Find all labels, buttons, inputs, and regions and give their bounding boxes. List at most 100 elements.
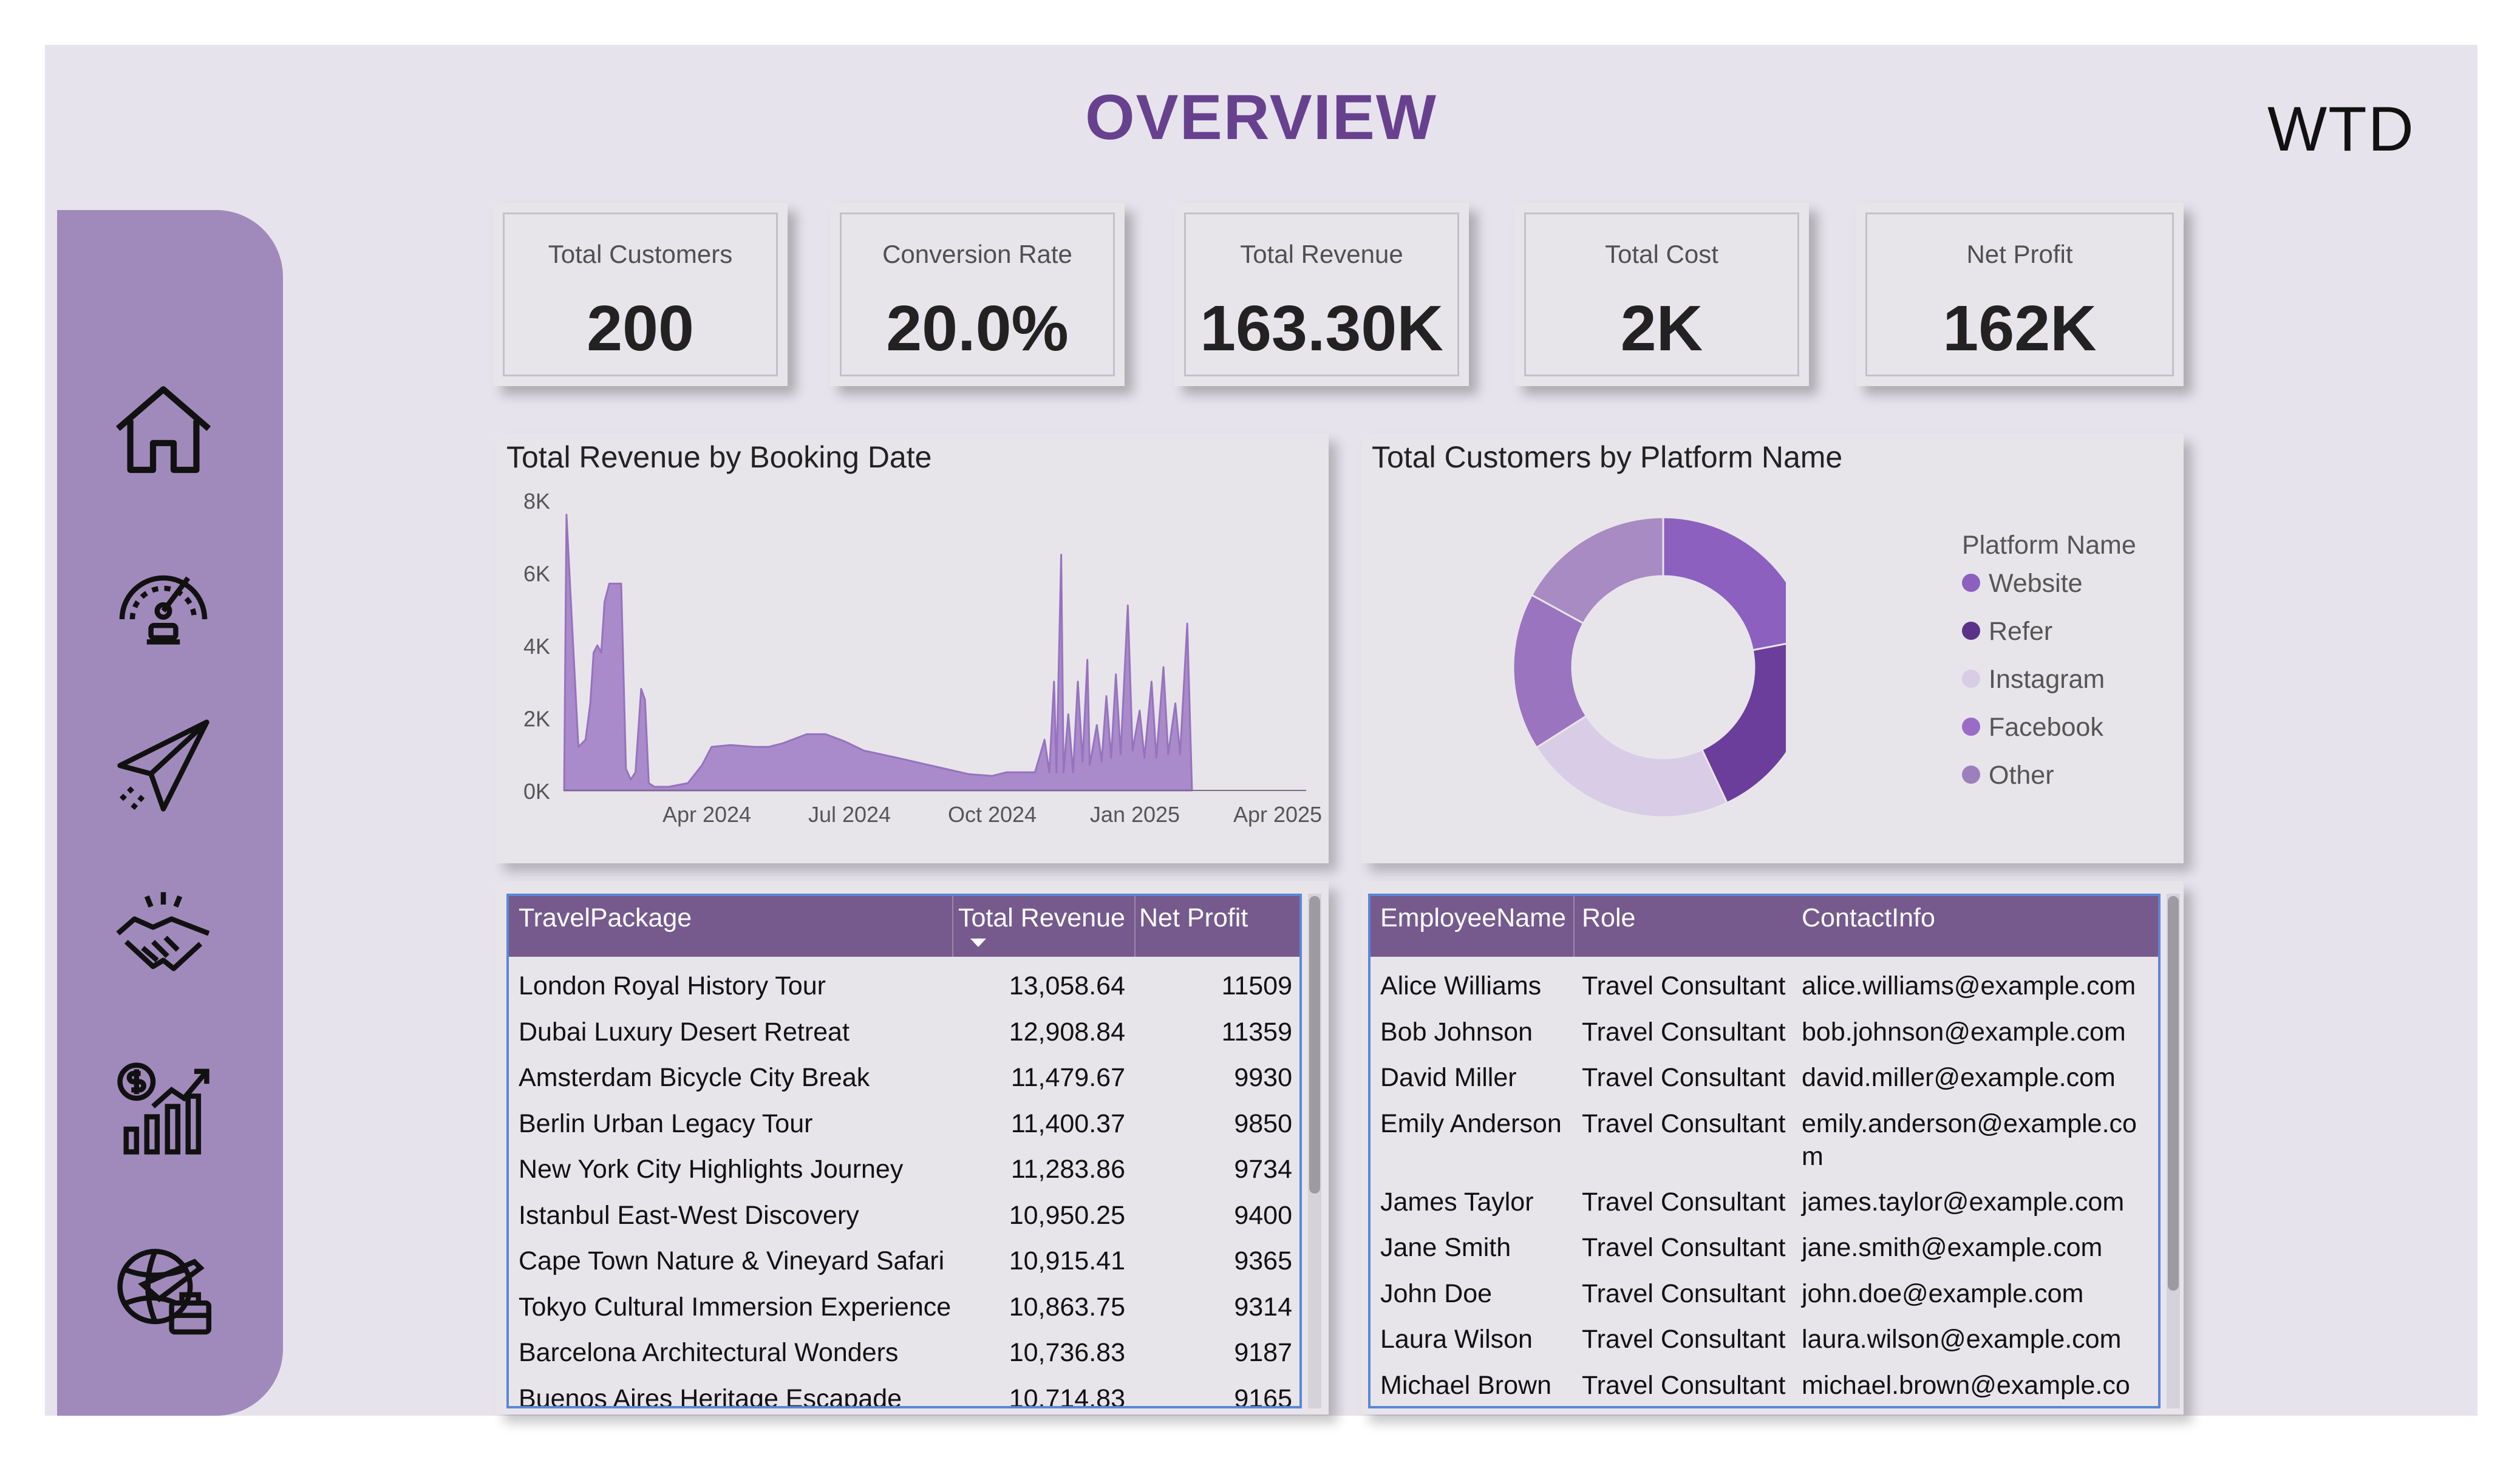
cell-net-profit: 11359: [1221, 1017, 1292, 1047]
revenue-chart-panel[interactable]: Total Revenue by Booking Date 8K 6K 4K 2K 0K…: [495, 433, 1329, 863]
legend-item[interactable]: Facebook: [1962, 713, 2136, 761]
cell-net-profit: 9165: [1234, 1384, 1292, 1408]
donut-slice-refer: [1700, 642, 1786, 804]
kpi-label: Net Profit: [1966, 240, 2073, 268]
x-tick-label: Jan 2025: [1090, 802, 1180, 827]
table-scrollbar[interactable]: [2167, 894, 2180, 1408]
kpi-label: Total Cost: [1605, 240, 1718, 268]
cell-travelpackage: Barcelona Architectural Wonders: [519, 1338, 899, 1367]
cell-travelpackage: Istanbul East-West Discovery: [519, 1200, 859, 1230]
kpi-value: 2K: [1620, 293, 1703, 364]
employee-table[interactable]: EmployeeName Role ContactInfo Alice Will…: [1368, 894, 2161, 1408]
cell-total-revenue: 11,283.86: [1010, 1155, 1125, 1184]
kpi-card-total-cost[interactable]: Total Cost 2K: [1514, 203, 1809, 386]
employee-table-panel: EmployeeName Role ContactInfo Alice Will…: [1361, 881, 2184, 1415]
cell-total-revenue: 10,915.41: [1009, 1246, 1125, 1275]
kpi-value: 162K: [1943, 293, 2097, 364]
column-header-net-profit[interactable]: Net Profit: [1139, 903, 1248, 932]
home-icon: [115, 386, 211, 474]
cell-net-profit: 9850: [1234, 1109, 1292, 1138]
x-tick-label: Apr 2024: [662, 802, 751, 827]
column-divider: [1573, 896, 1575, 957]
travel-globe-icon: [117, 1249, 212, 1335]
cell-role: Travel Consultant: [1582, 1233, 1786, 1262]
table-scrollbar[interactable]: [1308, 894, 1321, 1408]
page-title: OVERVIEW: [1085, 82, 1438, 153]
nav-partners-button[interactable]: [106, 878, 221, 993]
y-tick-label: 4K: [523, 634, 550, 659]
kpi-frame: Net Profit 162K: [1865, 212, 2174, 376]
nav-dashboard-button[interactable]: [106, 541, 221, 656]
platform-donut-chart: [1512, 516, 1786, 818]
y-tick-label: 6K: [523, 562, 550, 586]
legend-label: Website: [1989, 569, 2083, 598]
cell-net-profit: 9400: [1234, 1200, 1292, 1230]
cell-contactinfo: laura.wilson@example.com: [1802, 1325, 2122, 1354]
kpi-card-net-profit[interactable]: Net Profit 162K: [1856, 203, 2184, 386]
cell-employeename: Michael Brown: [1380, 1370, 1551, 1400]
platform-chart-panel[interactable]: Total Customers by Platform Name Platfor…: [1361, 433, 2184, 863]
cell-travelpackage: Buenos Aires Heritage Escapade: [519, 1384, 902, 1408]
cell-employeename: David Miller: [1380, 1063, 1517, 1092]
cell-net-profit: 9187: [1234, 1338, 1292, 1367]
legend-item[interactable]: Instagram: [1962, 665, 2136, 713]
legend-label: Other: [1989, 761, 2054, 790]
scrollbar-thumb[interactable]: [2168, 896, 2179, 1291]
cell-net-profit: 9930: [1234, 1063, 1292, 1092]
cell-role: Travel Consultant: [1582, 1063, 1786, 1092]
cell-contactinfo: bob.johnson@example.com: [1802, 1017, 2126, 1047]
cell-contactinfo: jane.smith@example.com: [1802, 1233, 2103, 1262]
cell-employeename: James Taylor: [1380, 1187, 1534, 1217]
legend-item[interactable]: Website: [1962, 569, 2136, 617]
legend-item[interactable]: Refer: [1962, 617, 2136, 665]
kpi-card-conversion-rate[interactable]: Conversion Rate 20.0%: [830, 203, 1125, 386]
legend-item[interactable]: Other: [1962, 761, 2136, 809]
cell-contactinfo: alice.williams@example.com: [1802, 971, 2136, 1000]
x-tick-label: Jul 2024: [808, 802, 891, 827]
nav-home-button[interactable]: [106, 371, 221, 486]
revenue-area-chart: 8K 6K 4K 2K 0K Apr 2024 Jul 2024 Oct 2024 Jan 20…: [523, 489, 1322, 827]
cell-contactinfo: emily.anderson@example.co: [1802, 1109, 2137, 1138]
kpi-card-total-customers[interactable]: Total Customers 200: [493, 203, 788, 386]
cell-total-revenue: 11,479.67: [1010, 1063, 1125, 1092]
column-header-contactinfo[interactable]: ContactInfo: [1802, 903, 1935, 932]
nav-travel-button[interactable]: [106, 1233, 221, 1348]
cell-travelpackage: New York City Highlights Journey: [519, 1155, 904, 1184]
column-header-employeename[interactable]: EmployeeName: [1380, 903, 1566, 932]
logo: WTD: [2267, 94, 2415, 165]
package-table-panel: TravelPackage Total Revenue Net Profit L…: [495, 881, 1329, 1415]
cell-role: Travel Consultant: [1582, 1370, 1786, 1400]
cell-contactinfo-wrap: m: [1802, 1141, 1824, 1171]
column-header-total-revenue[interactable]: Total Revenue: [958, 903, 1125, 947]
column-divider: [1134, 896, 1136, 957]
revenue-area-series: [563, 514, 1193, 792]
cell-total-revenue: 10,863.75: [1009, 1292, 1125, 1322]
cell-role: Travel Consultant: [1582, 1187, 1786, 1217]
cell-role: Travel Consultant: [1582, 1017, 1786, 1047]
cell-travelpackage: Berlin Urban Legacy Tour: [519, 1109, 813, 1138]
cell-total-revenue: 10,950.25: [1009, 1200, 1125, 1230]
cell-employeename: Bob Johnson: [1380, 1017, 1533, 1047]
package-table[interactable]: TravelPackage Total Revenue Net Profit L…: [506, 894, 1302, 1408]
nav-finance-button[interactable]: [106, 1051, 221, 1166]
kpi-value: 163.30K: [1200, 293, 1443, 364]
column-header-travelpackage[interactable]: TravelPackage: [519, 903, 692, 932]
legend-label: Facebook: [1989, 713, 2103, 742]
platform-legend: Platform Name Website Refer Instagram Fa…: [1962, 531, 2136, 809]
cell-travelpackage: Cape Town Nature & Vineyard Safari: [519, 1246, 945, 1275]
scrollbar-thumb[interactable]: [1309, 896, 1320, 1194]
kpi-label: Total Customers: [548, 240, 733, 268]
cell-contactinfo: john.doe@example.com: [1802, 1279, 2084, 1308]
column-divider: [952, 896, 953, 957]
handshake-icon: [116, 892, 210, 971]
cell-contactinfo: michael.brown@example.co: [1802, 1370, 2130, 1400]
cell-net-profit: 9734: [1234, 1155, 1292, 1184]
nav-send-button[interactable]: [106, 708, 221, 823]
column-header-role[interactable]: Role: [1582, 903, 1636, 932]
y-tick-label: 2K: [523, 707, 550, 732]
kpi-card-total-revenue[interactable]: Total Revenue 163.30K: [1174, 203, 1469, 386]
kpi-label: Conversion Rate: [882, 240, 1072, 268]
cell-total-revenue: 13,058.64: [1009, 971, 1125, 1000]
kpi-label: Total Revenue: [1240, 240, 1403, 268]
kpi-frame: Total Customers 200: [503, 212, 778, 376]
